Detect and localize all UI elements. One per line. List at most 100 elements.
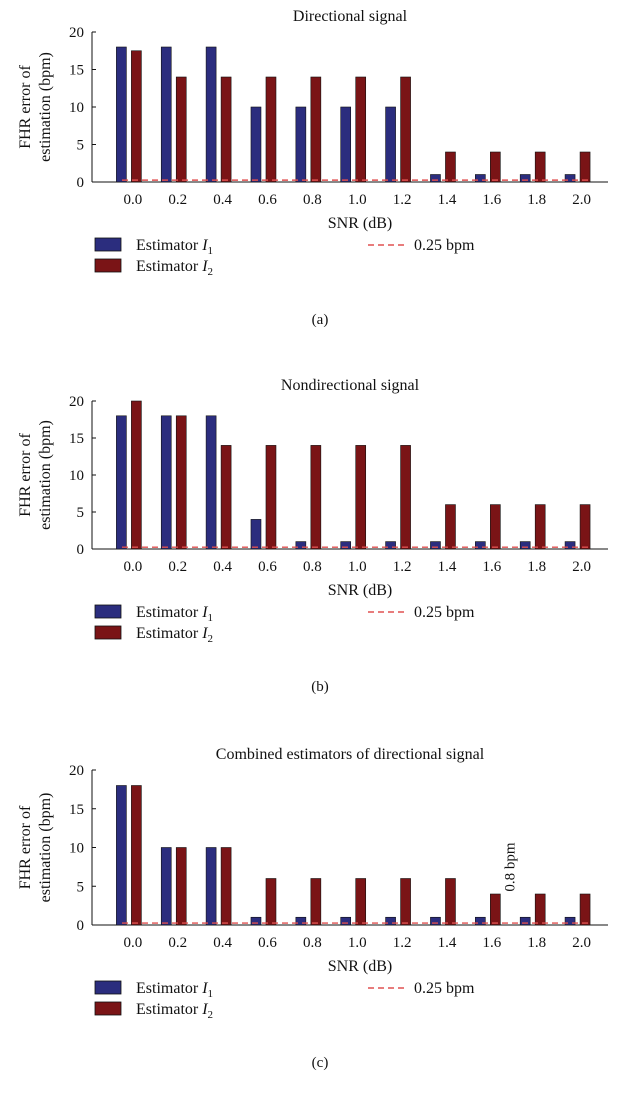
bar-estimator-i2 bbox=[534, 893, 546, 926]
y-tick-label: 20 bbox=[69, 763, 84, 779]
x-tick-label: 0.6 bbox=[258, 559, 277, 575]
y-tick-label: 20 bbox=[69, 394, 84, 410]
y-axis-label-line2: estimation (bpm) bbox=[37, 420, 54, 530]
x-tick-label: 1.4 bbox=[438, 935, 457, 951]
chart-title: Directional signal bbox=[293, 8, 408, 25]
x-tick-label: 0.0 bbox=[123, 192, 142, 208]
x-tick-label: 1.0 bbox=[348, 935, 367, 951]
x-tick-label: 0.6 bbox=[258, 935, 277, 951]
panel-caption: (b) bbox=[311, 679, 329, 695]
bar-estimator-i2 bbox=[265, 76, 277, 183]
x-axis-label: SNR (dB) bbox=[328, 958, 392, 975]
x-tick-label: 0.0 bbox=[123, 559, 142, 575]
bar-estimator-i1 bbox=[116, 46, 127, 183]
bar-estimator-i1 bbox=[250, 106, 262, 183]
bar-estimator-i1 bbox=[160, 415, 172, 550]
x-tick-label: 2.0 bbox=[572, 935, 591, 951]
bar-estimator-i2 bbox=[400, 445, 411, 550]
x-tick-label: 1.0 bbox=[348, 559, 367, 575]
panel-caption: (c) bbox=[312, 1055, 329, 1071]
annotation-label: 0.8 bpm bbox=[502, 842, 518, 892]
legend-item-estimator-i1-swatch bbox=[94, 604, 122, 619]
bar-estimator-i1 bbox=[519, 174, 531, 183]
bar-estimator-i2 bbox=[131, 50, 142, 183]
bar-estimator-i1 bbox=[475, 174, 486, 183]
bar-estimator-i2 bbox=[175, 847, 187, 926]
bar-estimator-i2 bbox=[220, 847, 232, 926]
bar-estimator-i2 bbox=[490, 151, 501, 183]
bar-estimator-i1 bbox=[385, 541, 396, 550]
bar-estimator-i2 bbox=[310, 76, 322, 183]
y-tick-label: 15 bbox=[69, 63, 84, 79]
legend-item-estimator-i2-label: Estimator I2 bbox=[136, 1001, 213, 1021]
bar-estimator-i1 bbox=[564, 916, 576, 926]
bar-estimator-i1 bbox=[205, 46, 217, 183]
bar-estimator-i1 bbox=[475, 916, 486, 926]
x-tick-label: 0.4 bbox=[213, 935, 232, 951]
chart-title: Combined estimators of directional signa… bbox=[216, 746, 485, 763]
y-tick-label: 10 bbox=[69, 468, 84, 484]
bar-estimator-i1 bbox=[340, 541, 352, 550]
legend-item-estimator-i1-label: Estimator I1 bbox=[136, 604, 213, 624]
y-axis-label-line1: FHR error of bbox=[17, 805, 34, 889]
bar-estimator-i1 bbox=[250, 916, 262, 926]
legend-item-estimator-i1-swatch bbox=[94, 237, 122, 252]
x-tick-label: 0.4 bbox=[213, 192, 232, 208]
x-tick-label: 1.6 bbox=[482, 192, 501, 208]
bar-estimator-i1 bbox=[160, 847, 172, 926]
bar-estimator-i2 bbox=[355, 878, 367, 926]
bar-estimator-i1 bbox=[430, 541, 441, 550]
legend-item-estimator-i2-swatch bbox=[94, 625, 122, 640]
legend-item-estimator-i1-label: Estimator I1 bbox=[136, 237, 213, 257]
bar-estimator-i2 bbox=[265, 878, 277, 926]
x-tick-label: 0.0 bbox=[123, 935, 142, 951]
bar-estimator-i2 bbox=[131, 785, 142, 926]
bar-estimator-i2 bbox=[490, 504, 501, 550]
bar-estimator-i2 bbox=[579, 151, 591, 183]
y-tick-label: 0 bbox=[77, 918, 85, 934]
x-tick-label: 2.0 bbox=[572, 192, 591, 208]
legend-item-reference-label: 0.25 bpm bbox=[414, 980, 475, 997]
x-tick-label: 0.2 bbox=[168, 559, 187, 575]
legend-item-reference-label: 0.25 bpm bbox=[414, 604, 475, 621]
bar-estimator-i1 bbox=[340, 916, 352, 926]
bar-estimator-i2 bbox=[534, 151, 546, 183]
bar-estimator-i1 bbox=[250, 519, 262, 550]
bar-estimator-i1 bbox=[385, 106, 396, 183]
y-axis-label-line1: FHR error of bbox=[17, 433, 34, 517]
bar-estimator-i2 bbox=[355, 76, 367, 183]
bar-estimator-i2 bbox=[445, 151, 456, 183]
legend-item-estimator-i2-label: Estimator I2 bbox=[136, 258, 213, 278]
y-axis-label-line2: estimation (bpm) bbox=[37, 52, 54, 162]
legend-item-estimator-i1-label: Estimator I1 bbox=[136, 980, 213, 1000]
x-tick-label: 0.4 bbox=[213, 559, 232, 575]
x-tick-label: 2.0 bbox=[572, 559, 591, 575]
x-tick-label: 0.8 bbox=[303, 559, 322, 575]
legend-item-estimator-i1-swatch bbox=[94, 980, 122, 995]
x-tick-label: 1.6 bbox=[482, 935, 501, 951]
x-tick-label: 1.0 bbox=[348, 192, 367, 208]
x-tick-label: 1.2 bbox=[393, 935, 412, 951]
x-tick-label: 1.8 bbox=[527, 559, 546, 575]
bar-estimator-i2 bbox=[265, 445, 277, 550]
x-axis-label: SNR (dB) bbox=[328, 215, 392, 232]
bar-estimator-i2 bbox=[490, 893, 501, 926]
bar-estimator-i1 bbox=[519, 541, 531, 550]
bar-estimator-i1 bbox=[295, 916, 307, 926]
y-tick-label: 5 bbox=[77, 138, 85, 154]
x-axis-label: SNR (dB) bbox=[328, 582, 392, 599]
bar-estimator-i1 bbox=[564, 541, 576, 550]
x-tick-label: 1.8 bbox=[527, 935, 546, 951]
panel-caption: (a) bbox=[312, 312, 329, 328]
bar-estimator-i2 bbox=[579, 893, 591, 926]
y-tick-label: 5 bbox=[77, 879, 85, 895]
y-tick-label: 10 bbox=[69, 841, 84, 857]
y-tick-label: 0 bbox=[77, 175, 85, 191]
bar-estimator-i1 bbox=[116, 415, 127, 550]
bar-estimator-i1 bbox=[340, 106, 352, 183]
chart-panel-c: Combined estimators of directional signa… bbox=[17, 746, 608, 1071]
bar-estimator-i1 bbox=[564, 174, 576, 183]
bar-estimator-i2 bbox=[400, 76, 411, 183]
bar-estimator-i1 bbox=[475, 541, 486, 550]
